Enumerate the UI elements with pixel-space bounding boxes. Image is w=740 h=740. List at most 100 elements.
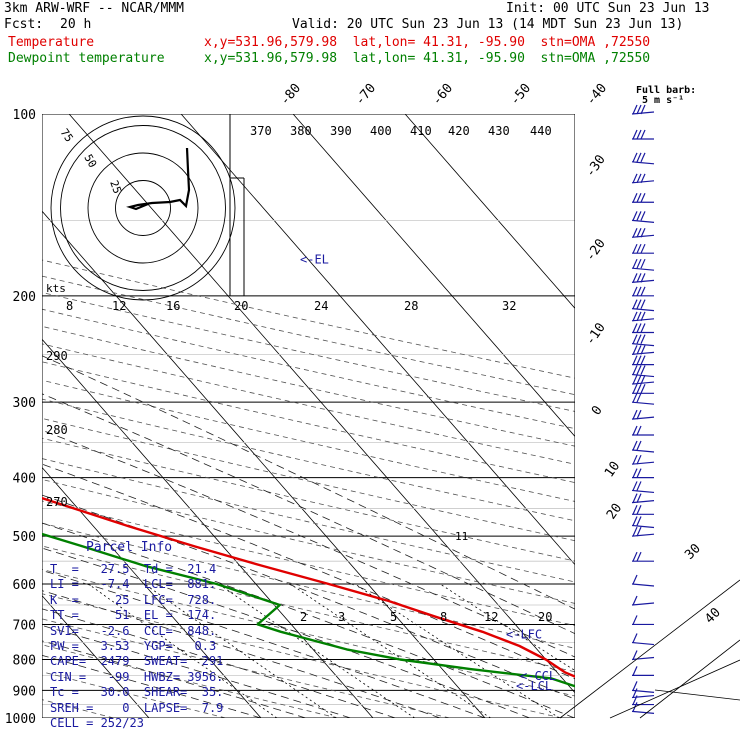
pressure-label: 300 <box>13 396 36 411</box>
forecast-label: Fcst: <box>4 17 44 32</box>
isotherm-extension <box>609 659 740 719</box>
thetae-label: 24 <box>314 299 328 313</box>
parcel-info-row: CAPE= 2479 SWEAT= 291 <box>50 654 224 669</box>
hodograph-ring-label: 75 <box>58 126 76 144</box>
wind-barb <box>631 228 655 238</box>
wind-barb <box>632 129 654 140</box>
wind-barb <box>631 595 655 606</box>
wind-barb <box>632 666 654 676</box>
mixing-ratio-label: 20 <box>538 610 552 624</box>
hodograph: 25 50 75 kts <box>46 114 245 301</box>
isotherm-label: -30 <box>583 152 609 180</box>
wind-barb <box>631 516 655 529</box>
isotherm <box>404 114 575 309</box>
mixing-ratio-line <box>439 583 575 672</box>
isotherm-extension <box>559 579 740 719</box>
mixing-ratio-label: 5 <box>390 610 397 624</box>
theta-label: 270 <box>46 495 68 509</box>
moist-adiabat-label: 11 <box>455 530 468 543</box>
parcel-info-row: LI = -7.4 LCL= 881. <box>50 577 217 592</box>
parcel-info-title: Parcel Info <box>86 540 173 555</box>
pressure-label: 600 <box>13 578 36 593</box>
moist-adiabat <box>42 463 575 680</box>
wind-barb <box>631 273 655 283</box>
mixing-ratio-line <box>88 583 278 718</box>
isotherm-extension <box>654 689 740 701</box>
pressure-label: 400 <box>13 472 36 487</box>
parcel-info-row: PW = 3.53 YGP= 0.3 <box>50 639 217 653</box>
parcel-info-row: TT = 51 EL = 174. <box>50 608 217 623</box>
temperature-legend: Temperature <box>8 35 95 50</box>
pressure-label: 1000 <box>5 712 36 727</box>
wind-barb <box>632 505 654 515</box>
dry-adiabat <box>42 308 575 430</box>
pressure-label: 200 <box>13 290 36 305</box>
wind-barb <box>631 365 655 378</box>
moist-adiabat <box>42 640 306 718</box>
isotherm <box>68 114 575 694</box>
wind-barb <box>631 493 655 504</box>
theta-label: 390 <box>330 124 352 138</box>
wind-barb <box>631 258 655 271</box>
hodograph-unit-label: kts <box>46 282 66 295</box>
mixing-ratio-label: 8 <box>440 610 447 624</box>
pressure-label: 100 <box>13 108 36 123</box>
wind-barbs <box>559 104 740 719</box>
level-annotation: <-LCL <box>516 679 552 693</box>
background-grid <box>42 114 575 718</box>
dry-adiabat <box>42 593 562 718</box>
parcel-info-row: Tc = 30.0 SHEAR= 35. <box>50 685 224 700</box>
hodograph-ring <box>60 125 226 291</box>
dewpoint-location: x,y=531.96,579.98 lat,lon= 41.31, -95.90… <box>204 51 651 66</box>
isotherm-label: -70 <box>353 81 380 109</box>
isotherm-label: -40 <box>584 81 611 109</box>
level-annotation: <-CCL <box>520 669 556 683</box>
thetae-label: 28 <box>404 299 418 313</box>
sounding-series <box>42 496 575 688</box>
isotherm <box>42 338 374 718</box>
wind-barb <box>631 311 655 322</box>
isotherm <box>42 210 486 718</box>
hodograph-ring <box>87 152 199 264</box>
theta-label: 400 <box>370 124 392 138</box>
barb-scale-unit: 5 m s⁻¹ <box>642 95 685 106</box>
moist-adiabat <box>42 355 575 610</box>
wind-barb <box>631 152 655 165</box>
theta-label: 370 <box>250 124 272 138</box>
dry-adiabat <box>42 671 226 718</box>
moist-adiabat <box>42 393 575 635</box>
dry-adiabat <box>42 343 575 465</box>
hodograph-ring-label: 25 <box>107 179 124 196</box>
parcel-info-row: K = 25 LFC= 728. <box>50 592 217 607</box>
isotherm-extension <box>639 639 740 719</box>
wind-barb <box>631 334 655 347</box>
isotherm <box>292 114 575 438</box>
isotherm-label: 40 <box>702 605 724 627</box>
wind-barb <box>631 481 655 494</box>
wind-barb <box>632 286 654 297</box>
moist-adiabat <box>42 608 396 718</box>
thetae-label: 20 <box>234 299 248 313</box>
thetae-label: 16 <box>166 299 180 313</box>
moist-adiabat <box>42 654 262 718</box>
level-annotation: <-EL <box>300 252 329 266</box>
theta-label: 280 <box>46 423 68 437</box>
init-time: Init: 00 UTC Sun 23 Jun 13 <box>506 1 710 16</box>
theta-label: 410 <box>410 124 432 138</box>
wind-barb <box>632 384 654 394</box>
wind-barb <box>632 355 654 366</box>
level-annotation: <-LFC <box>506 628 542 642</box>
wind-barb <box>631 633 655 646</box>
isotherm-label: -80 <box>278 81 305 109</box>
valid-time: Valid: 20 UTC Sun 23 Jun 13 (14 MDT Sun … <box>292 17 684 32</box>
forecast-hour: 20 h <box>60 17 92 32</box>
wind-barb <box>631 173 655 184</box>
thetae-label: 12 <box>112 299 126 313</box>
wind-barb <box>632 551 654 562</box>
barb-scale-title: Full barb: <box>636 85 697 96</box>
dry-adiabat <box>42 292 575 412</box>
wind-barb <box>632 193 654 203</box>
pressure-label: 900 <box>13 684 36 699</box>
dewpoint-line <box>42 532 575 688</box>
